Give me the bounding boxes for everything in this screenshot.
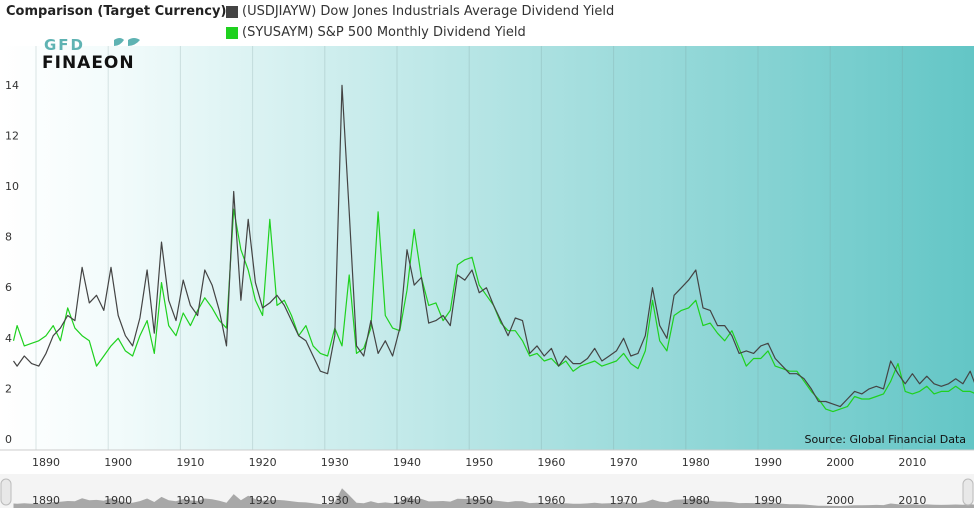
y-axis-ticks: 0 2 4 6 8 10 12 14 — [5, 79, 19, 446]
x-axis-ticks: 1890 1900 1910 1920 1930 1940 1950 1960 1970 1980… — [32, 456, 926, 469]
navigator-year-label: 1960 — [537, 494, 565, 507]
navigator-series-area — [13, 488, 974, 508]
x-tick-label: 1990 — [754, 456, 782, 469]
x-tick-label: 1920 — [249, 456, 277, 469]
logo-text-top: GFD — [44, 36, 85, 54]
navigator-year-label: 1890 — [32, 494, 60, 507]
navigator-year-label: 1920 — [249, 494, 277, 507]
navigator-year-label: 1940 — [393, 494, 421, 507]
legend-item-dow[interactable]: (USDJIAYW) Dow Jones Industrials Average… — [226, 4, 614, 19]
legend-swatch-dow — [226, 5, 238, 18]
navigator-year-label: 1950 — [465, 494, 493, 507]
navigator-year-label: 2000 — [826, 494, 854, 507]
y-tick-label: 14 — [5, 79, 19, 92]
chart-heading: Comparison (Target Currency) — [6, 4, 227, 19]
logo-text-bottom: FINAEON — [42, 53, 135, 72]
x-tick-label: 1930 — [321, 456, 349, 469]
x-tick-label: 1960 — [537, 456, 565, 469]
navigator-year-label: 1970 — [610, 494, 638, 507]
y-tick-label: 10 — [5, 180, 19, 193]
x-tick-label: 2000 — [826, 456, 854, 469]
source-note: Source: Global Financial Data — [804, 433, 967, 446]
x-tick-label: 1890 — [32, 456, 60, 469]
logo-leaf-right — [128, 38, 140, 46]
chart-area: 0 2 4 6 8 10 12 14 1890 1900 1910 1920 1930 1940 1950… — [0, 46, 974, 469]
navigator-year-label: 1910 — [176, 494, 204, 507]
series-line-dow — [13, 84, 974, 408]
logo-leaf-left — [114, 38, 124, 46]
navigator-year-label: 1900 — [104, 494, 132, 507]
navigator-year-label: 1980 — [682, 494, 710, 507]
x-tick-label: 1940 — [393, 456, 421, 469]
x-tick-label: 1900 — [104, 456, 132, 469]
x-tick-label: 1970 — [610, 456, 638, 469]
navigator-year-label: 1930 — [321, 494, 349, 507]
y-tick-label: 8 — [5, 231, 12, 244]
range-navigator[interactable]: 1890 1900 1910 1920 1930 1940 1950 1960 1970 1980… — [0, 474, 974, 508]
legend-swatch-sp500 — [226, 26, 238, 39]
x-tick-label: 2010 — [898, 456, 926, 469]
navigator-year-label: 2010 — [898, 494, 926, 507]
navigator-year-label: 1990 — [754, 494, 782, 507]
legend-label-dow: (USDJIAYW) Dow Jones Industrials Average… — [242, 4, 615, 19]
plot-background — [0, 46, 974, 450]
y-tick-label: 0 — [5, 433, 12, 446]
navigator-handle-right[interactable] — [962, 478, 974, 506]
navigator-labels: 1890 1900 1910 1920 1930 1940 1950 1960 1970 1980… — [32, 494, 926, 507]
x-tick-label: 1980 — [682, 456, 710, 469]
x-tick-label: 1910 — [176, 456, 204, 469]
legend-label-sp500: (SYUSAYM) S&P 500 Monthly Dividend Yield — [242, 25, 526, 40]
y-tick-label: 12 — [5, 129, 19, 142]
grid-lines — [35, 46, 903, 450]
y-tick-label: 4 — [5, 332, 12, 345]
gfd-finaeon-logo: GFD FINAEON — [42, 36, 140, 72]
series-lines — [12, 84, 974, 413]
y-tick-label: 6 — [5, 281, 12, 294]
navigator-handle-left[interactable] — [0, 478, 12, 506]
legend-item-sp500[interactable]: (SYUSAYM) S&P 500 Monthly Dividend Yield — [226, 25, 526, 40]
x-tick-label: 1950 — [465, 456, 493, 469]
chart-header: Comparison (Target Currency) (USDJIAYW) … — [0, 0, 974, 46]
y-tick-label: 2 — [5, 382, 12, 395]
